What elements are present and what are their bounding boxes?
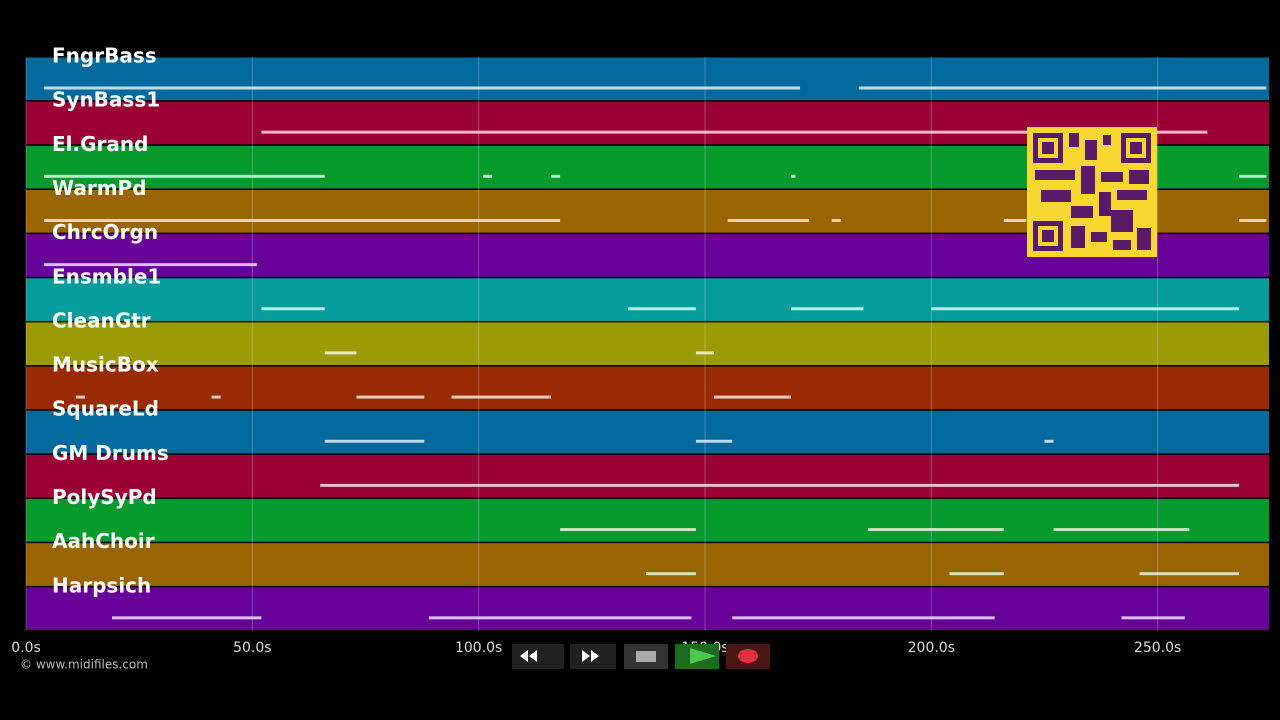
note-span — [261, 307, 325, 311]
x-tick-label: 250.0s — [1134, 640, 1181, 656]
note-span — [44, 218, 561, 222]
note-span — [949, 572, 1004, 576]
note-span — [1239, 174, 1267, 178]
track-row — [26, 454, 1269, 498]
note-span — [790, 307, 864, 311]
track-name: FngrBass — [52, 44, 157, 68]
track-name: SquareLd — [52, 397, 159, 421]
note-span — [727, 218, 810, 222]
note-span — [695, 351, 715, 355]
track-row — [26, 543, 1269, 586]
note-span — [112, 616, 262, 620]
note-span — [320, 483, 1240, 487]
note-span — [560, 528, 696, 532]
track-name: CleanGtr — [52, 308, 151, 332]
note-span — [1053, 528, 1190, 532]
note-span — [1239, 218, 1267, 222]
note-span — [1139, 572, 1240, 576]
track-row — [26, 278, 1269, 321]
track-name: MusicBox — [52, 353, 159, 377]
note-span — [324, 351, 357, 355]
note-span — [483, 174, 493, 178]
track-row — [26, 587, 1269, 630]
note-span — [714, 395, 791, 399]
note-span — [428, 616, 692, 620]
track-name: AahChoir — [52, 529, 155, 553]
note-span — [628, 307, 696, 311]
track-row — [26, 499, 1269, 542]
note-span — [1044, 439, 1054, 443]
track-row — [26, 366, 1269, 410]
note-span — [211, 395, 221, 399]
note-span — [44, 174, 325, 178]
rewind-button[interactable] — [512, 644, 564, 669]
footer-credit: © www.midifiles.com — [20, 658, 148, 672]
x-tick-label: 100.0s — [455, 640, 502, 656]
note-span — [356, 395, 425, 399]
track-name: ChrcOrgn — [52, 220, 158, 244]
track-name: WarmPd — [52, 176, 147, 200]
x-tick-label: 200.0s — [908, 640, 955, 656]
note-span — [75, 395, 85, 399]
note-span — [732, 616, 995, 620]
note-span — [44, 86, 801, 90]
track-name: Harpsich — [52, 573, 151, 597]
note-span — [646, 572, 696, 576]
track-row — [26, 410, 1269, 454]
note-span — [1003, 218, 1027, 222]
note-span — [695, 439, 733, 443]
note-span — [858, 86, 1267, 90]
x-tick-label: 0.0s — [11, 640, 41, 656]
track-name: El.Grand — [52, 132, 148, 156]
note-span — [44, 263, 257, 267]
note-span — [931, 307, 1240, 311]
track-name: GM Drums — [52, 441, 169, 465]
track-name: Ensmble1 — [52, 264, 161, 288]
track-row — [26, 322, 1269, 366]
transport-controls — [512, 644, 770, 669]
track-row — [26, 57, 1269, 101]
note-span — [790, 174, 796, 178]
note-span — [451, 395, 552, 399]
track-name: PolySyPd — [52, 485, 157, 509]
track-name: SynBass1 — [52, 88, 160, 112]
qr-code — [1027, 127, 1157, 257]
note-span — [324, 439, 425, 443]
note-span — [867, 528, 1004, 532]
note-span — [261, 130, 1208, 134]
note-span — [551, 174, 561, 178]
x-tick-label: 50.0s — [233, 640, 271, 656]
note-span — [1121, 616, 1185, 620]
note-span — [831, 218, 841, 222]
